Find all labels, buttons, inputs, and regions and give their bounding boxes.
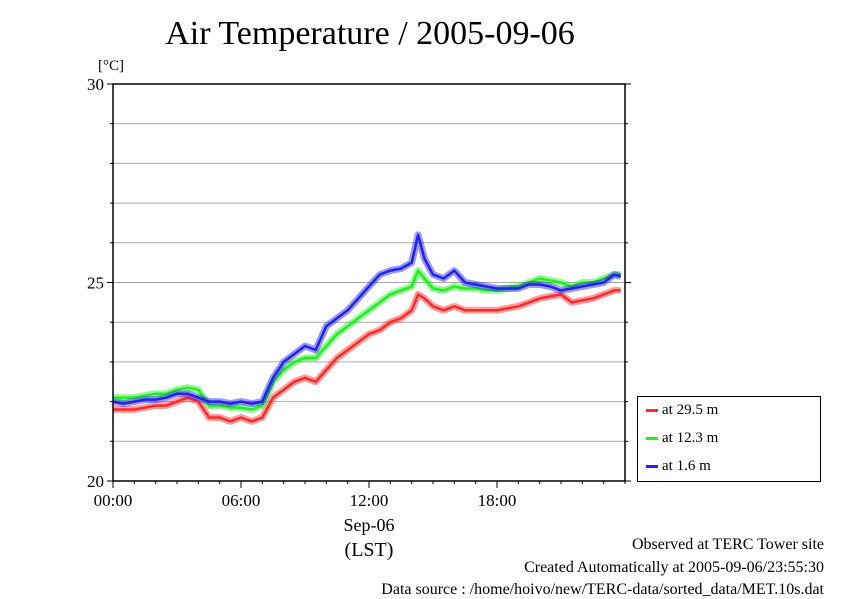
x-tick-label: 00:00: [94, 491, 133, 510]
series-line: [113, 289, 621, 423]
chart-series: [112, 231, 622, 425]
x-axis-label-date: Sep-06: [344, 515, 395, 535]
footer-data-source: Data source : /home/hoivo/new/TERC-data/…: [381, 581, 824, 598]
x-tick-label: 12:00: [350, 491, 389, 510]
chart-grid: [113, 123, 625, 442]
x-axis-label-timezone: (LST): [345, 539, 394, 561]
y-tick-label: 30: [87, 75, 104, 94]
legend-item: at 29.5 m: [646, 402, 718, 419]
x-tick-label: 06:00: [222, 491, 261, 510]
series-line: [112, 233, 622, 405]
legend-label: at 12.3 m: [662, 430, 719, 446]
legend-label: at 1.6 m: [662, 458, 711, 474]
legend-item: at 1.6 m: [646, 458, 711, 475]
series-line-halo: [112, 231, 622, 408]
footer-created-timestamp: Created Automatically at 2005-09-06/23:5…: [524, 559, 824, 576]
y-tick-label: 25: [87, 274, 104, 293]
legend-label: at 29.5 m: [662, 402, 719, 418]
footer-observed-site: Observed at TERC Tower site: [631, 536, 824, 553]
legend-item: at 12.3 m: [646, 430, 718, 447]
legend-swatch-29-5m: [646, 409, 658, 413]
legend-swatch-1-6m: [646, 465, 658, 469]
y-axis-label: [°C]: [98, 58, 124, 74]
chart-title: Air Temperature / 2005-09-06: [165, 15, 575, 52]
x-tick-label: 18:00: [478, 491, 517, 510]
legend-swatch-12-3m: [646, 437, 658, 441]
legend: at 29.5 m at 12.3 m at 1.6 m: [637, 396, 821, 482]
series-line: [113, 269, 621, 411]
chart-axes: 20 25 30 00:00 06:00 12:00 18:00: [87, 75, 631, 510]
y-tick-label: 20: [87, 472, 104, 491]
